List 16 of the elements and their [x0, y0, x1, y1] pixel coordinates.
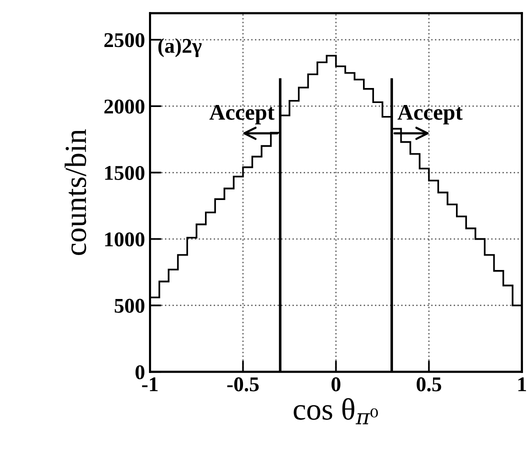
x-tick-label: -1	[142, 377, 158, 392]
y-tick-label: 0	[136, 365, 144, 380]
x-tick-label: 0	[332, 377, 340, 392]
y-tick-label: 1500	[105, 166, 144, 180]
annotation: Accept	[398, 104, 463, 124]
y-tick-label: 2000	[104, 100, 144, 114]
x-tick-label: 0.5	[416, 377, 442, 392]
y-tick-label: 1000	[105, 232, 144, 246]
y-tick-label: 2500	[104, 33, 144, 48]
x-axis-title: cos θ$_{π⁰}$	[294, 398, 378, 424]
annotation: (a)2γ	[158, 38, 202, 58]
annotation: Accept	[209, 104, 274, 124]
x-tick-label: 1	[518, 377, 526, 392]
x-tick-label: -0.5	[227, 377, 259, 392]
y-tick-label: 500	[114, 298, 144, 313]
y-axis-title: counts/bin	[64, 129, 86, 255]
